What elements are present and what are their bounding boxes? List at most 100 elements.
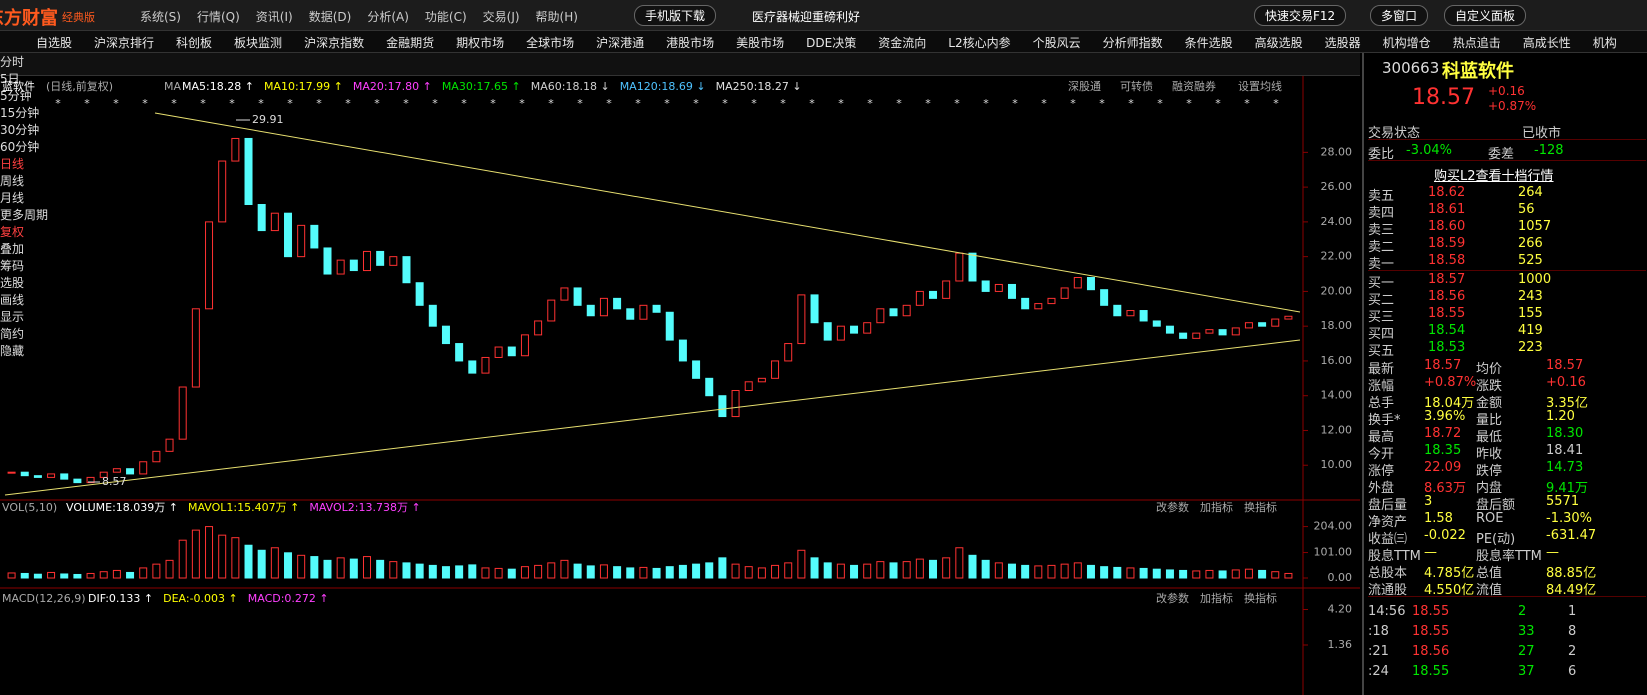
ma-legend: MA10:17.99 ↑ [264, 80, 343, 93]
nav-item[interactable]: 板块监测 [234, 36, 283, 50]
menu-item[interactable]: 交易(J) [482, 10, 520, 24]
nav-item[interactable]: L2核心内参 [948, 36, 1011, 50]
period-button[interactable]: 15分钟 [0, 106, 40, 120]
tick-row-cell: :18 [1368, 624, 1389, 639]
period-button[interactable]: 5日 [0, 72, 20, 86]
nav-item[interactable]: 机构 [1592, 36, 1617, 50]
tool-button[interactable]: 筹码 [0, 259, 25, 273]
book-row: 卖三 18.60 1057 [1368, 219, 1646, 238]
candle [771, 360, 780, 379]
y-tick-label: 4.20 [1328, 603, 1353, 616]
volume-bar [731, 563, 740, 579]
period-button[interactable]: 月线 [0, 191, 25, 205]
ma-legend: MA60:18.18 ↓ [531, 80, 610, 93]
quick-trade[interactable]: 快速交易F12 [1254, 5, 1347, 26]
stat-row-cell: 84.49亿 [1546, 583, 1597, 598]
volume-bar [705, 562, 714, 579]
nav-item[interactable]: 机构增仓 [1382, 36, 1431, 50]
nav-item[interactable]: 热点追击 [1452, 36, 1501, 50]
stock-name: 蓝软件 [2, 79, 35, 93]
volume-bar [520, 566, 529, 579]
mobile-download[interactable]: 手机版下载 [634, 5, 717, 26]
book-row-cell: 18.61 [1428, 202, 1466, 217]
tool-button[interactable]: 复权 [0, 225, 25, 239]
candle [942, 280, 951, 299]
nav-item[interactable]: 沪深京指数 [304, 36, 365, 50]
tool-button[interactable]: 选股 [0, 276, 25, 290]
nav-item[interactable]: 个股风云 [1032, 36, 1081, 50]
volume-bar [191, 529, 200, 579]
nav-item[interactable]: 自选股 [36, 36, 73, 50]
volume-bar [1231, 569, 1240, 579]
candle [705, 377, 714, 397]
nav-item[interactable]: 分析师指数 [1102, 36, 1163, 50]
nav-item[interactable]: 选股器 [1324, 36, 1361, 50]
news-link[interactable]: 医疗器械迎重磅利好 [752, 10, 861, 24]
book-row-cell: 223 [1518, 340, 1543, 355]
candle [1152, 320, 1161, 327]
nav-item[interactable]: 金融期货 [386, 36, 435, 50]
nav-item[interactable]: 科创板 [176, 36, 213, 50]
nav-item[interactable]: 沪深港通 [596, 36, 645, 50]
book-row-cell: 266 [1518, 236, 1543, 251]
tool-button[interactable]: 显示 [0, 310, 25, 324]
nav-item[interactable]: 沪深京排行 [94, 36, 155, 50]
book-row-cell: 18.58 [1428, 253, 1466, 268]
nav-item[interactable]: 港股市场 [666, 36, 715, 50]
period-button[interactable]: 更多周期 [0, 208, 49, 222]
period-button[interactable]: 分时 [0, 55, 25, 69]
nav-item[interactable]: 期权市场 [456, 36, 505, 50]
stat-row-cell: 18.04万 [1424, 396, 1475, 411]
event-marker: * [548, 97, 554, 110]
volume-bar [152, 563, 161, 579]
volume-bar [441, 566, 450, 579]
nav-item[interactable]: 条件选股 [1184, 36, 1233, 50]
menu-item[interactable]: 数据(D) [308, 10, 352, 24]
menu-item[interactable]: 分析(A) [367, 10, 409, 24]
volume-bar [33, 573, 42, 579]
nav-item[interactable]: DDE决策 [806, 36, 857, 50]
tool-button[interactable]: 隐藏 [0, 344, 25, 358]
nav-item[interactable]: 资金流向 [878, 36, 927, 50]
book-row-cell: 18.54 [1428, 323, 1466, 338]
stat-row-cell: 外盘 [1368, 481, 1395, 496]
book-row-cell: 卖五 [1368, 189, 1395, 204]
volume-bar [810, 557, 819, 579]
volume-bar [836, 563, 845, 579]
menu-item[interactable]: 系统(S) [140, 10, 181, 24]
tick-row-cell: 2 [1568, 644, 1577, 659]
nav-item[interactable]: 全球市场 [526, 36, 575, 50]
chart-link: 可转债 [1120, 79, 1153, 93]
tool-button[interactable]: 叠加 [0, 242, 25, 256]
period-button[interactable]: 5分钟 [0, 89, 32, 103]
stat-row-cell: 88.85亿 [1546, 566, 1597, 581]
volume-bar [626, 567, 635, 579]
event-marker: * [693, 97, 699, 110]
volume-bar [599, 564, 608, 579]
tool-button[interactable]: 简约 [0, 327, 25, 341]
menu-item[interactable]: 行情(Q) [196, 10, 240, 24]
nav-item[interactable]: 美股市场 [736, 36, 785, 50]
tick-row-cell: 18.56 [1412, 644, 1450, 659]
period-button[interactable]: 周线 [0, 174, 25, 188]
chart-link: 融资融券 [1172, 79, 1216, 93]
menu-item[interactable]: 功能(C) [424, 10, 467, 24]
volume-bar [468, 564, 477, 579]
volume-bar [823, 562, 832, 579]
period-button[interactable]: 60分钟 [0, 140, 40, 154]
stat-row-cell: — [1424, 545, 1437, 560]
quote-panel: 300663 科蓝软件 18.57 +0.16 +0.87% 交易状态 已收市 委比 -3.04… [1362, 53, 1647, 695]
period-button[interactable]: 日线 [0, 157, 25, 171]
volume-bar [1034, 565, 1043, 579]
candle [560, 287, 569, 301]
menu-item[interactable]: 资讯(I) [255, 10, 293, 24]
menu-item[interactable]: 帮助(H) [535, 10, 578, 24]
nav-item[interactable]: 高级选股 [1254, 36, 1303, 50]
nav-item[interactable]: 高成长性 [1522, 36, 1571, 50]
period-button[interactable]: 30分钟 [0, 123, 40, 137]
multi-window[interactable]: 多窗口 [1370, 5, 1429, 26]
custom-panel[interactable]: 自定义面板 [1444, 5, 1527, 26]
ma-legend: MA5:18.28 ↑ [182, 80, 254, 93]
tool-button[interactable]: 画线 [0, 293, 25, 307]
l2-link[interactable]: 购买L2查看十档行情 [1434, 169, 1554, 184]
